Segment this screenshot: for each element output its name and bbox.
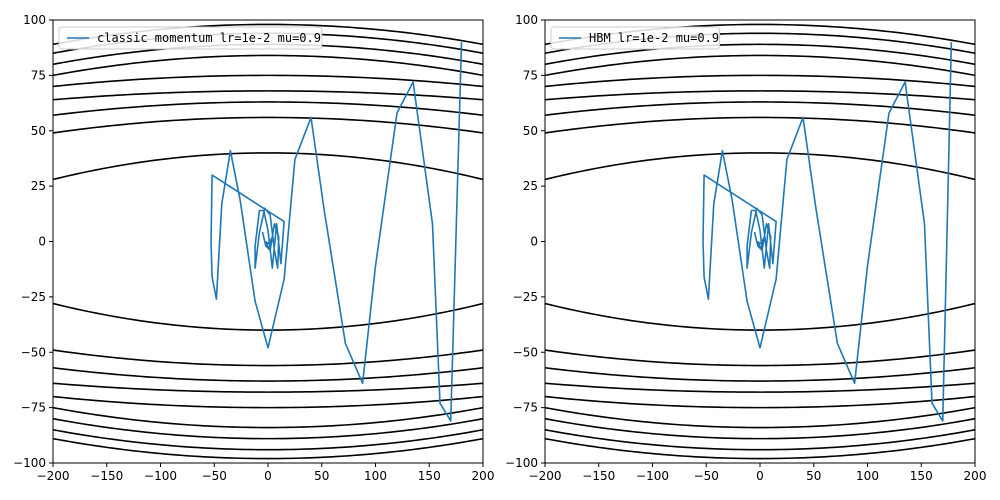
x-tick-label: 100	[856, 469, 879, 483]
contour-line-lower-8	[53, 437, 483, 460]
x-tick-label: 100	[364, 469, 387, 483]
contour-line-upper-2	[53, 101, 483, 117]
legend: classic momentum lr=1e-2 mu=0.9	[58, 26, 323, 50]
contour-lines	[53, 23, 483, 460]
chart-panel-left: −200 −150 −100 −50 0 50 100 150 200 −100 −75 −50 −25…	[13, 13, 494, 483]
contour-line-lower-8	[545, 437, 975, 460]
contour-line-upper-5	[53, 54, 483, 77]
y-tick-label: 0	[530, 235, 538, 249]
contour-line-upper-4	[53, 74, 483, 88]
contour-line-lower-7	[53, 428, 483, 451]
contour-line-upper-0	[545, 152, 975, 181]
y-tick-label: 25	[31, 179, 46, 193]
contour-line-upper-3	[53, 90, 483, 101]
x-tick-label: 50	[806, 469, 821, 483]
y-tick-label: −50	[513, 345, 538, 359]
x-tick-label: −200	[37, 469, 70, 483]
x-tick-label: −100	[636, 469, 669, 483]
contour-line-lower-4	[545, 395, 975, 409]
y-tick-label: 25	[523, 179, 538, 193]
contour-line-upper-0	[53, 152, 483, 181]
legend-box	[550, 26, 720, 50]
contour-line-lower-0	[545, 302, 975, 331]
contour-line-lower-1	[53, 349, 483, 367]
contour-line-lower-2	[53, 366, 483, 382]
x-tick-label: 200	[472, 469, 495, 483]
contour-line-lower-2	[545, 366, 975, 382]
y-tick-label: 75	[523, 68, 538, 82]
legend-box	[58, 26, 323, 50]
y-tick-label: −75	[21, 401, 46, 415]
contour-line-upper-1	[53, 116, 483, 134]
y-tick-label: 100	[23, 13, 46, 27]
trajectory-line	[702, 42, 953, 422]
x-tick-label: −50	[694, 469, 719, 483]
x-tick-label: −200	[529, 469, 562, 483]
contour-lines	[545, 23, 975, 460]
contour-line-upper-6	[545, 43, 975, 66]
contour-line-lower-6	[53, 417, 483, 440]
x-tick-label: 0	[756, 469, 764, 483]
legend: HBM lr=1e-2 mu=0.9	[550, 26, 720, 50]
x-tick-label: 150	[418, 469, 441, 483]
x-tick-label: 200	[964, 469, 987, 483]
x-tick-label: −100	[144, 469, 177, 483]
legend-label: classic momentum lr=1e-2 mu=0.9	[97, 31, 321, 45]
trajectory-line	[210, 42, 463, 422]
y-tick-label: −100	[505, 456, 538, 470]
contour-line-lower-3	[53, 382, 483, 393]
y-tick-label: 75	[31, 68, 46, 82]
contour-line-lower-3	[545, 382, 975, 393]
y-tick-label: −50	[21, 345, 46, 359]
x-tick-label: −150	[90, 469, 123, 483]
y-tick-label: 50	[31, 124, 46, 138]
y-tick-label: 50	[523, 124, 538, 138]
contour-line-upper-3	[545, 90, 975, 101]
x-tick-label: 0	[264, 469, 272, 483]
chart-panel-right: −200 −150 −100 −50 0 50 100 150 200 −100 −75 −50 −25…	[505, 13, 986, 483]
y-tick-label: −25	[513, 290, 538, 304]
legend-label: HBM lr=1e-2 mu=0.9	[589, 31, 719, 45]
axes-frame	[52, 19, 484, 464]
axes-frame	[544, 19, 976, 464]
contour-line-lower-1	[545, 349, 975, 367]
x-tick-label: 150	[910, 469, 933, 483]
contour-line-lower-0	[53, 302, 483, 331]
y-tick-label: 100	[515, 13, 538, 27]
contour-line-upper-1	[545, 116, 975, 134]
y-tick-label: −75	[513, 401, 538, 415]
contour-line-upper-5	[545, 54, 975, 77]
x-tick-label: 50	[314, 469, 329, 483]
x-tick-label: −150	[582, 469, 615, 483]
contour-line-lower-6	[545, 417, 975, 440]
x-tick-label: −50	[202, 469, 227, 483]
contour-line-lower-5	[545, 406, 975, 429]
contour-line-lower-5	[53, 406, 483, 429]
y-tick-label: −25	[21, 290, 46, 304]
contour-line-upper-4	[545, 74, 975, 88]
y-tick-label: −100	[13, 456, 46, 470]
contour-line-lower-7	[545, 428, 975, 451]
contour-line-lower-4	[53, 395, 483, 409]
y-tick-label: 0	[38, 235, 46, 249]
contour-line-upper-2	[545, 101, 975, 117]
